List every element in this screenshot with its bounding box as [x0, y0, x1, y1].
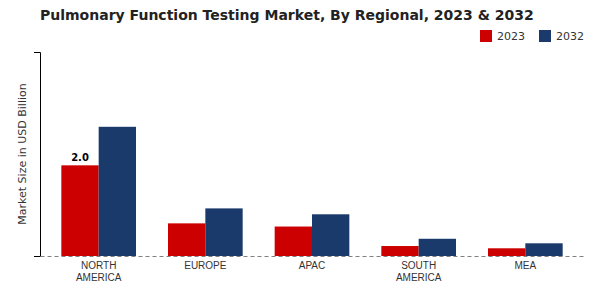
bar — [525, 243, 562, 256]
title: Pulmonary Function Testing Market, By Re… — [40, 7, 534, 23]
y-axis-label: Market Size in USD Billion — [16, 83, 29, 224]
y-axis — [34, 53, 41, 257]
legend-item: 2023 — [480, 30, 525, 43]
chart: Pulmonary Function Testing Market, By Re… — [0, 0, 600, 300]
bar — [312, 214, 349, 256]
legend-item: 2032 — [539, 30, 584, 43]
series — [99, 127, 563, 256]
legend-label: 2023 — [497, 30, 525, 43]
bar — [381, 246, 418, 256]
x-tick: MEA — [514, 256, 536, 271]
bar — [99, 127, 136, 256]
bars — [61, 127, 562, 256]
bar — [275, 227, 312, 256]
x-tick-label: MEA — [514, 260, 536, 271]
legend: 2023 2032 — [480, 30, 584, 43]
plot: NORTHAMERICA EUROPE APAC SOUTHAMERICA MEA 2.0 — [34, 53, 585, 283]
bar — [205, 208, 242, 256]
bar — [168, 223, 205, 256]
x-tick-label: SOUTHAMERICA — [396, 260, 442, 283]
x-tick-label: EUROPE — [184, 260, 227, 271]
x-tick: NORTHAMERICA — [76, 256, 122, 283]
x-tick-label: NORTHAMERICA — [76, 260, 122, 283]
x-tick: APAC — [299, 256, 326, 271]
annotation: 2.0 — [71, 152, 89, 163]
x-axis-line — [41, 256, 585, 257]
legend-label: 2032 — [556, 30, 584, 43]
y-axis-line — [34, 53, 41, 257]
legend-swatch — [539, 30, 551, 42]
bar — [488, 248, 525, 256]
x-tick: EUROPE — [184, 256, 227, 271]
x-tick-label: APAC — [299, 260, 326, 271]
legend-swatch — [480, 30, 492, 42]
bar — [61, 165, 98, 256]
x-tick: SOUTHAMERICA — [396, 256, 442, 283]
bar — [419, 239, 456, 256]
x-axis: NORTHAMERICA EUROPE APAC SOUTHAMERICA MEA — [41, 256, 585, 283]
